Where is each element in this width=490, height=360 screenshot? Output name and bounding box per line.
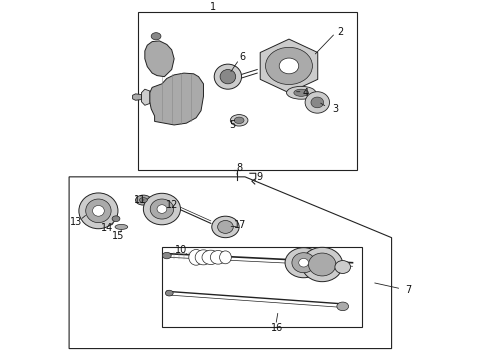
Ellipse shape [162, 252, 171, 259]
Polygon shape [145, 41, 174, 77]
Polygon shape [138, 12, 357, 170]
Ellipse shape [279, 58, 299, 74]
Ellipse shape [86, 199, 111, 222]
Polygon shape [150, 73, 203, 125]
Ellipse shape [292, 253, 316, 273]
Ellipse shape [214, 64, 242, 89]
Text: 15: 15 [112, 231, 124, 241]
Ellipse shape [93, 206, 104, 216]
Ellipse shape [302, 247, 343, 282]
Text: 4: 4 [303, 88, 309, 98]
Text: 14: 14 [101, 222, 113, 233]
Ellipse shape [230, 114, 248, 126]
Text: 12: 12 [166, 201, 178, 211]
Text: 5: 5 [230, 120, 236, 130]
Ellipse shape [285, 248, 322, 278]
Text: 17: 17 [234, 220, 246, 230]
Ellipse shape [115, 224, 128, 229]
Ellipse shape [79, 193, 118, 229]
Text: 9: 9 [257, 172, 263, 182]
Ellipse shape [337, 302, 348, 311]
Ellipse shape [210, 251, 226, 264]
Text: 1: 1 [210, 2, 216, 12]
Ellipse shape [220, 69, 236, 84]
Ellipse shape [234, 117, 244, 123]
Polygon shape [142, 89, 150, 105]
Text: 10: 10 [175, 245, 188, 255]
Ellipse shape [220, 251, 231, 264]
Ellipse shape [266, 47, 313, 85]
Text: 3: 3 [332, 104, 339, 114]
Ellipse shape [335, 261, 350, 274]
Text: 2: 2 [337, 27, 343, 37]
Polygon shape [260, 39, 318, 93]
Text: 6: 6 [240, 52, 245, 62]
Ellipse shape [218, 220, 233, 233]
Ellipse shape [195, 250, 212, 265]
Polygon shape [162, 247, 362, 327]
Ellipse shape [309, 253, 336, 276]
Ellipse shape [202, 250, 220, 265]
Ellipse shape [165, 290, 173, 296]
Ellipse shape [287, 86, 316, 99]
Ellipse shape [294, 89, 309, 96]
Ellipse shape [112, 216, 120, 221]
Ellipse shape [151, 33, 161, 40]
Ellipse shape [311, 97, 324, 108]
Ellipse shape [299, 258, 309, 267]
Ellipse shape [140, 198, 147, 203]
Text: 8: 8 [236, 163, 242, 173]
Ellipse shape [136, 195, 151, 205]
Text: 11: 11 [134, 195, 146, 205]
Ellipse shape [150, 199, 173, 219]
Text: 16: 16 [270, 323, 283, 333]
Polygon shape [133, 94, 142, 100]
Ellipse shape [157, 205, 167, 213]
Ellipse shape [212, 216, 239, 238]
Ellipse shape [144, 193, 180, 225]
Ellipse shape [305, 92, 330, 113]
Text: 7: 7 [406, 284, 412, 294]
Polygon shape [69, 177, 392, 348]
Text: 13: 13 [70, 217, 82, 226]
Ellipse shape [189, 249, 203, 265]
